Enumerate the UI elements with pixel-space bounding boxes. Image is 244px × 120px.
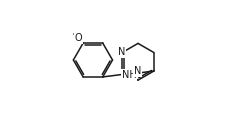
Text: N: N [118,47,125,57]
Text: N: N [134,66,142,76]
Text: O: O [75,33,82,43]
Text: NH: NH [122,70,136,80]
